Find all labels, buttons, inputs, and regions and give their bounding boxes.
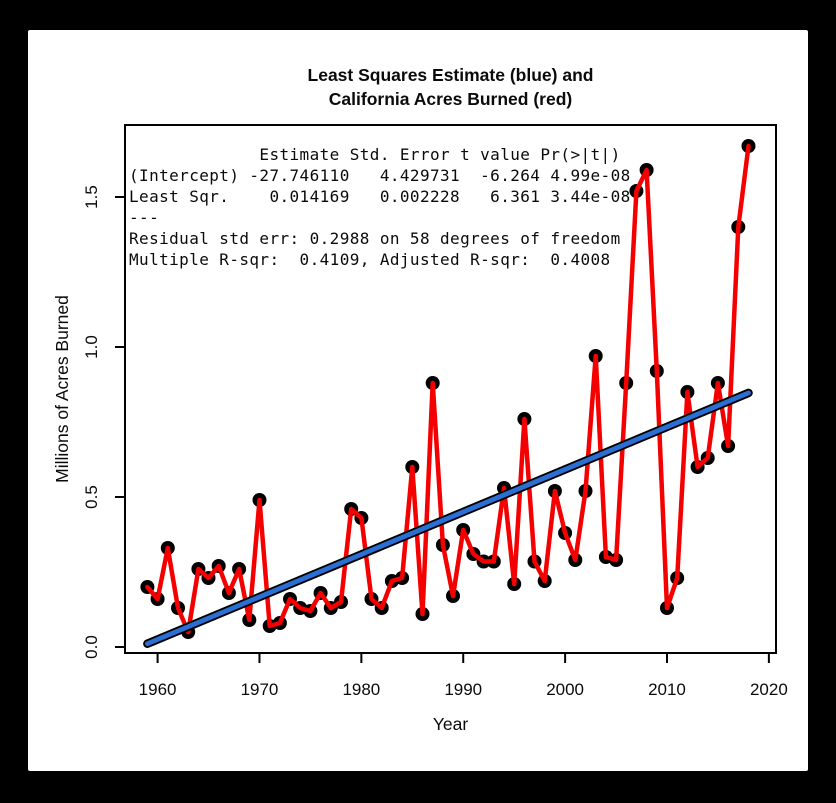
x-tick-label: 1980	[342, 680, 380, 699]
y-tick-label: 0.0	[82, 635, 101, 659]
x-tick-label: 1990	[444, 680, 482, 699]
chart-title: Least Squares Estimate (blue) and Califo…	[125, 63, 776, 111]
chart-title-line2: California Acres Burned (red)	[328, 89, 573, 109]
x-tick-label: 2020	[750, 680, 788, 699]
x-axis-label: Year	[433, 714, 469, 734]
x-tick-label: 2010	[648, 680, 686, 699]
regression-summary: Estimate Std. Error t value Pr(>|t|) (In…	[129, 145, 631, 269]
y-tick-label: 1.0	[82, 335, 101, 359]
acres-burned-line	[145, 143, 751, 635]
regression-line	[145, 390, 751, 647]
plot-card: Least Squares Estimate (blue) and Califo…	[28, 30, 808, 771]
x-tick-label: 1970	[241, 680, 279, 699]
y-tick-label: 0.5	[82, 485, 101, 509]
y-axis-label: Millions of Acres Burned	[52, 295, 72, 483]
chart-svg: 1960 1970 1980 1990 2000 2010 2020 0.0 0.5 1.0 1.5…	[52, 124, 788, 734]
chart-title-line1: Least Squares Estimate (blue) and	[307, 65, 594, 85]
x-tick-label: 2000	[546, 680, 584, 699]
x-tick-label: 1960	[139, 680, 177, 699]
y-tick-label: 1.5	[82, 185, 101, 209]
plot-box	[124, 124, 777, 654]
